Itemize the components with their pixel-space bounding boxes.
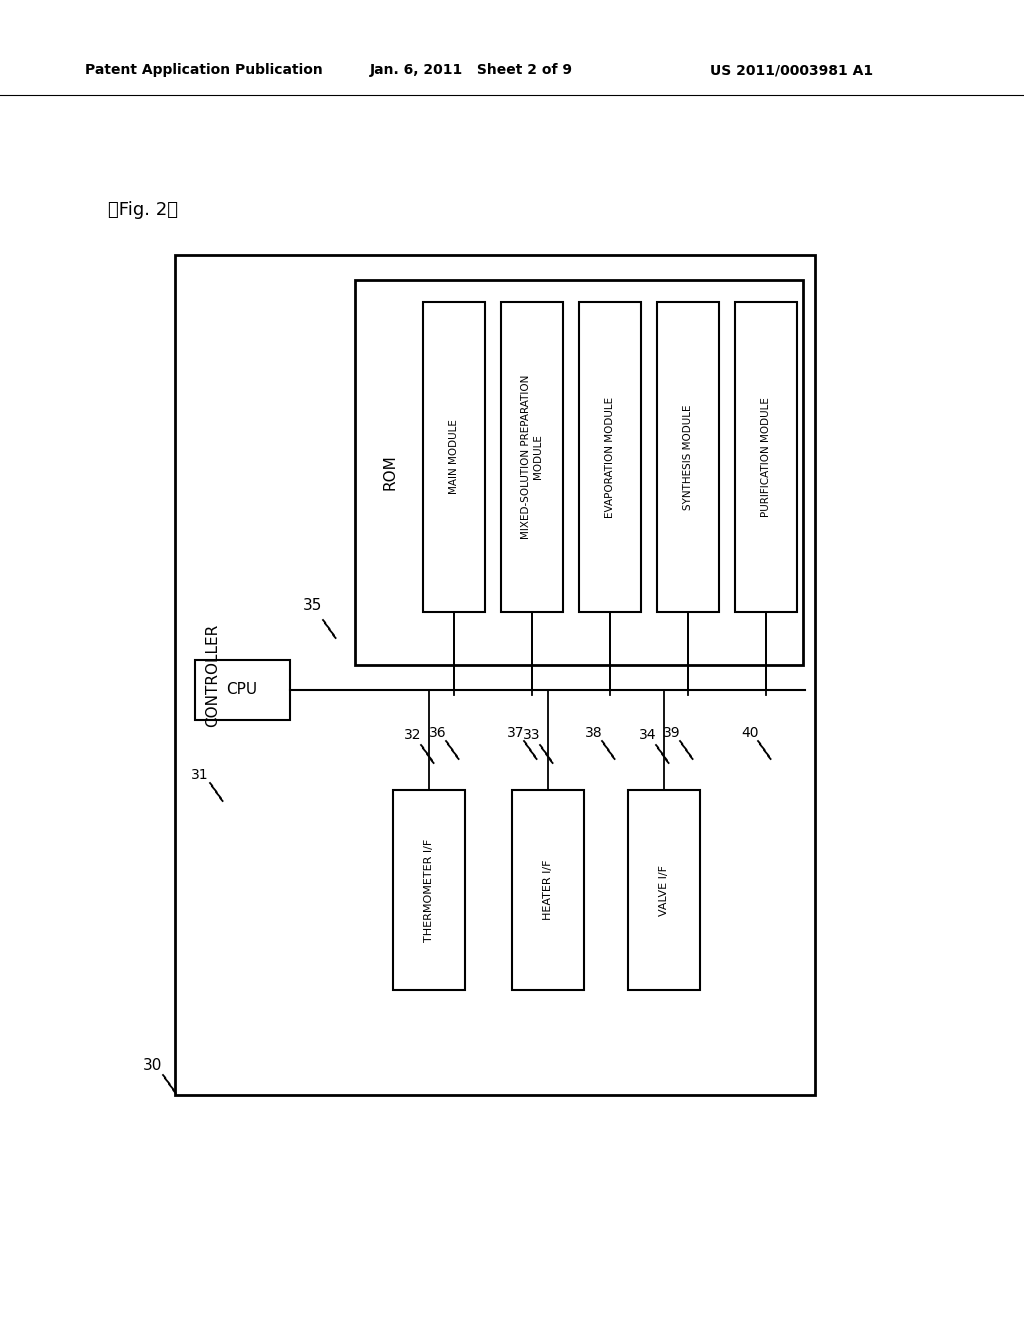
Text: EVAPORATION MODULE: EVAPORATION MODULE — [605, 396, 615, 517]
Text: 36: 36 — [429, 726, 446, 741]
Bar — [393, 789, 465, 990]
Text: CPU: CPU — [226, 682, 258, 697]
Bar — [628, 789, 700, 990]
Bar — [735, 302, 797, 612]
Text: Patent Application Publication: Patent Application Publication — [85, 63, 323, 77]
Text: HEATER I/F: HEATER I/F — [543, 859, 553, 920]
Text: 30: 30 — [143, 1057, 163, 1072]
Text: MIXED-SOLUTION PREPARATION
MODULE: MIXED-SOLUTION PREPARATION MODULE — [521, 375, 543, 539]
Bar — [423, 302, 485, 612]
Text: US 2011/0003981 A1: US 2011/0003981 A1 — [710, 63, 873, 77]
Text: 35: 35 — [303, 598, 323, 612]
Text: MAIN MODULE: MAIN MODULE — [449, 420, 459, 495]
Text: ROM: ROM — [383, 454, 397, 490]
Bar — [195, 660, 290, 719]
Bar — [512, 789, 584, 990]
Text: THERMOMETER I/F: THERMOMETER I/F — [424, 838, 434, 941]
Text: 31: 31 — [191, 768, 209, 781]
Bar — [175, 255, 815, 1096]
Bar — [657, 302, 719, 612]
Bar — [579, 302, 641, 612]
Text: 40: 40 — [741, 726, 759, 741]
Text: 38: 38 — [585, 726, 603, 741]
Text: CONTROLLER: CONTROLLER — [206, 623, 220, 726]
Text: Jan. 6, 2011   Sheet 2 of 9: Jan. 6, 2011 Sheet 2 of 9 — [370, 63, 573, 77]
Text: 32: 32 — [404, 729, 422, 742]
Text: VALVE I/F: VALVE I/F — [659, 865, 669, 916]
Text: 34: 34 — [639, 729, 656, 742]
Text: 33: 33 — [523, 729, 541, 742]
Bar — [501, 302, 563, 612]
Text: SYNTHESIS MODULE: SYNTHESIS MODULE — [683, 404, 693, 510]
Text: 【Fig. 2】: 【Fig. 2】 — [108, 201, 178, 219]
Text: 37: 37 — [507, 726, 524, 741]
Text: PURIFICATION MODULE: PURIFICATION MODULE — [761, 397, 771, 517]
Text: 39: 39 — [664, 726, 681, 741]
Bar — [355, 280, 803, 665]
